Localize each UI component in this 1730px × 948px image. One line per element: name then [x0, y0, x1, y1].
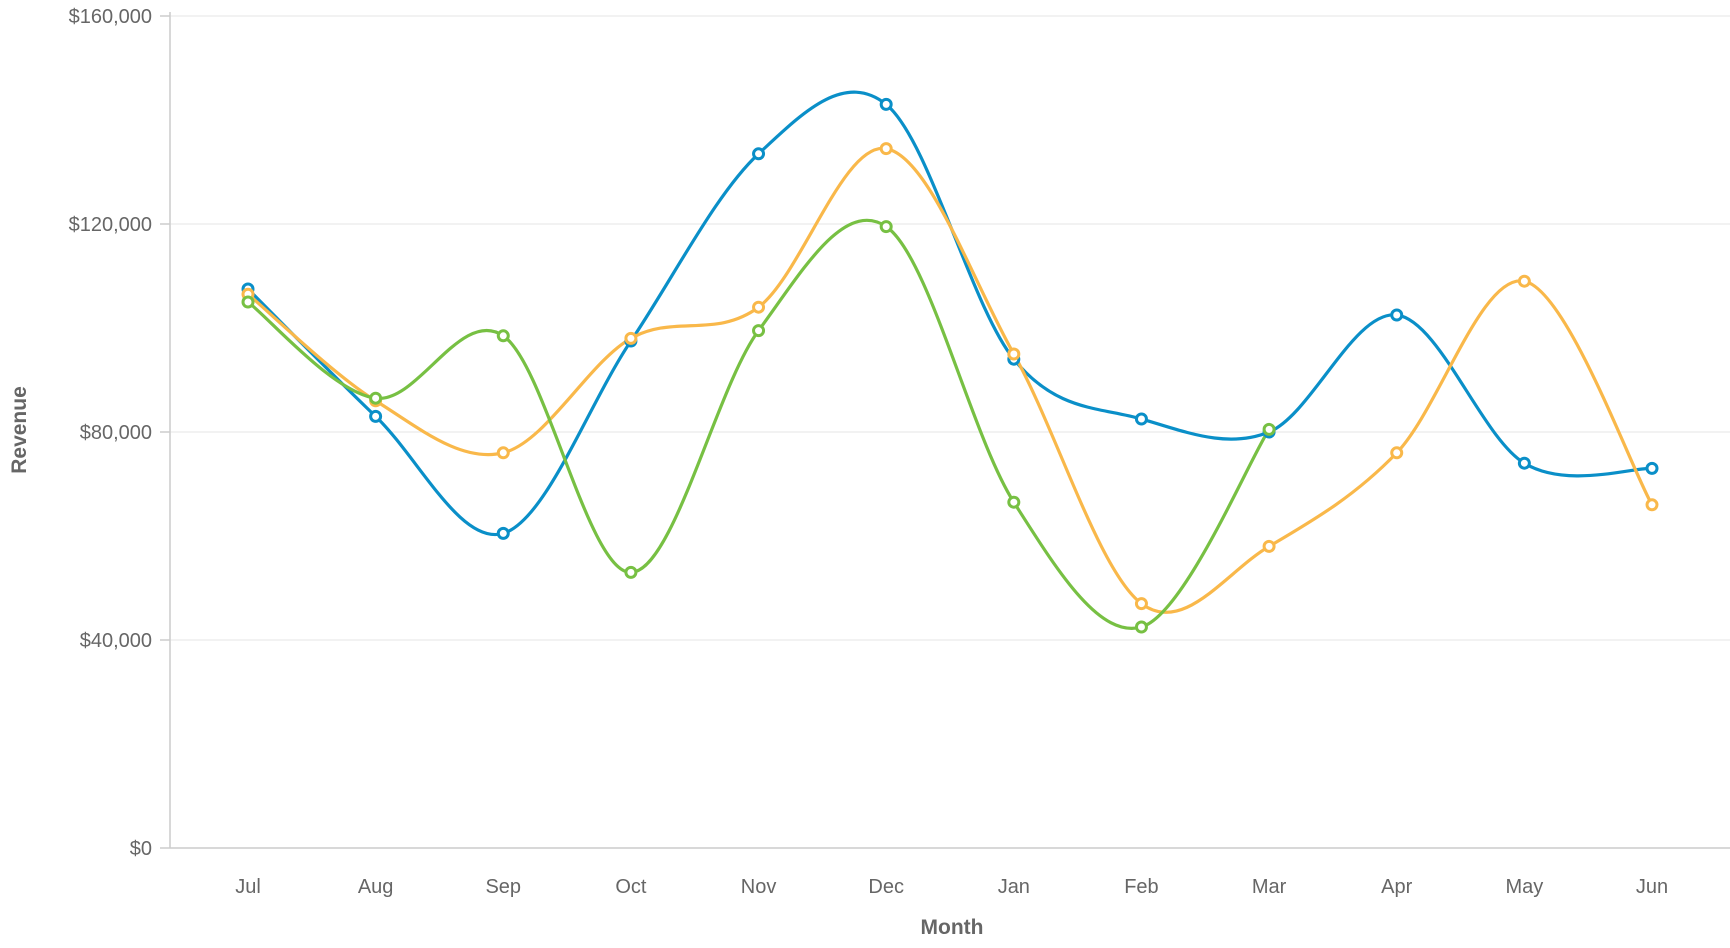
series-line-3 — [246, 218, 1271, 630]
x-tick-label: Sep — [485, 876, 521, 898]
x-tick-label: Nov — [741, 876, 777, 898]
y-tick-label: $80,000 — [80, 422, 152, 444]
series-1-point[interactable] — [879, 97, 893, 111]
series-line-2 — [246, 146, 1654, 614]
x-tick-label: Dec — [868, 876, 904, 898]
series-1-point[interactable] — [1390, 308, 1404, 322]
y-tick-label: $160,000 — [69, 6, 152, 28]
series-3-point[interactable] — [369, 391, 383, 405]
series-2-point[interactable] — [1645, 498, 1659, 512]
series-line-1 — [246, 90, 1654, 537]
series-1-point[interactable] — [369, 409, 383, 423]
axes: $0 $40,000 $80,000 $120,000 $160,000 Jul Aug Se… — [69, 6, 1730, 898]
y-tick-label: $120,000 — [69, 214, 152, 236]
series-2-point[interactable] — [879, 142, 893, 156]
series-3-point[interactable] — [1262, 422, 1276, 436]
x-tick-label: Apr — [1381, 876, 1412, 898]
y-tick-label: $0 — [130, 838, 152, 860]
series-2-point[interactable] — [1390, 446, 1404, 460]
y-tick-label: $40,000 — [80, 630, 152, 652]
series-3-point[interactable] — [624, 565, 638, 579]
series-2-point[interactable] — [1134, 597, 1148, 611]
x-tick-label: Feb — [1124, 876, 1158, 898]
series-2-point[interactable] — [1262, 539, 1276, 553]
series-2-point[interactable] — [624, 331, 638, 345]
gridlines — [170, 15, 1730, 641]
series-2-point[interactable] — [1007, 347, 1021, 361]
series-points — [241, 97, 1659, 634]
series-1-point[interactable] — [1517, 456, 1531, 470]
series-2-point[interactable] — [752, 300, 766, 314]
series-3-point[interactable] — [241, 295, 255, 309]
series-1-point[interactable] — [1645, 461, 1659, 475]
x-tick-label: May — [1505, 876, 1543, 898]
x-tick-label: Jun — [1636, 876, 1668, 898]
series-3-point[interactable] — [1134, 620, 1148, 634]
series-1-point[interactable] — [496, 526, 510, 540]
x-tick-label: Jan — [998, 876, 1030, 898]
series-3-point[interactable] — [752, 324, 766, 338]
series-2-point[interactable] — [496, 446, 510, 460]
x-tick-label: Mar — [1252, 876, 1287, 898]
series-1-point[interactable] — [752, 147, 766, 161]
series-2-point[interactable] — [1517, 274, 1531, 288]
series-1-point[interactable] — [1134, 412, 1148, 426]
series-3-point[interactable] — [879, 220, 893, 234]
x-tick-label: Oct — [615, 876, 647, 898]
x-tick-label: Jul — [235, 876, 261, 898]
series-3-point[interactable] — [496, 329, 510, 343]
series-lines — [246, 90, 1654, 630]
x-axis-title: Month — [921, 916, 984, 939]
y-axis-title: Revenue — [8, 386, 31, 474]
series-3-point[interactable] — [1007, 495, 1021, 509]
x-tick-label: Aug — [358, 876, 394, 898]
